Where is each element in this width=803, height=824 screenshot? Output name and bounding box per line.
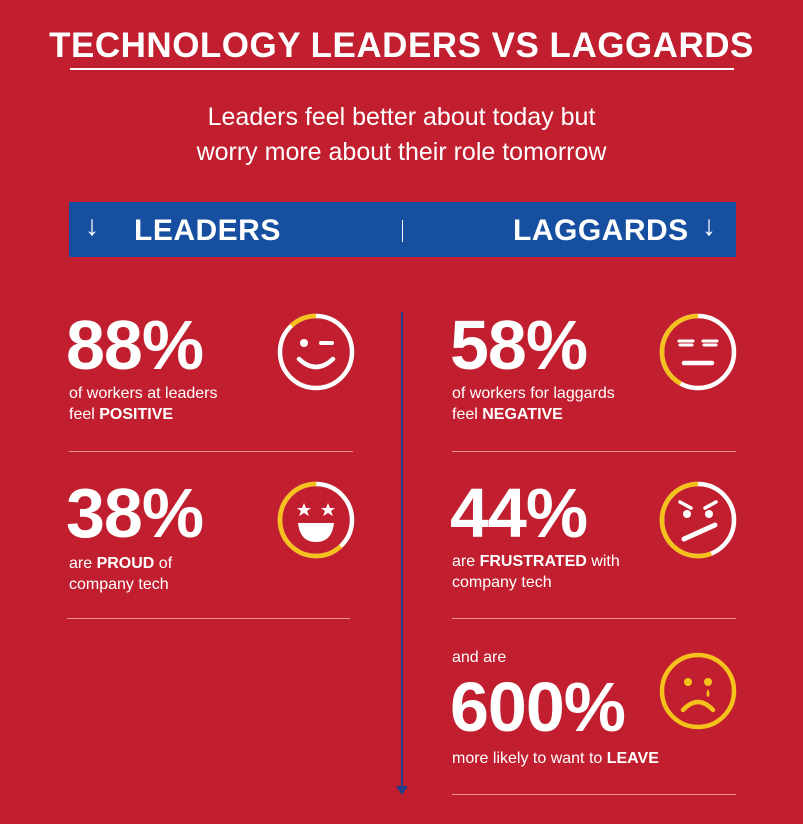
divider [69, 451, 353, 452]
subtitle-line-2: worry more about their role tomorrow [196, 138, 607, 166]
center-divider [401, 312, 403, 786]
stat-description: of workers at leaders feel POSITIVE [69, 383, 218, 425]
divider [452, 618, 736, 619]
stat-description: more likely to want to LEAVE [452, 748, 659, 769]
stat-description: are PROUD of company tech [69, 553, 172, 595]
stat-description-line: of workers for laggards [452, 385, 615, 402]
stat-description-line: company tech [452, 574, 552, 591]
stat-description-line: are FRUSTRATED with [452, 551, 620, 572]
stat-percent: 58% [450, 306, 588, 384]
progress-ring [659, 313, 737, 391]
emphasis: POSITIVE [99, 406, 174, 423]
stat-description: of workers for laggards feel NEGATIVE [452, 383, 615, 425]
text: feel [69, 406, 100, 423]
stat-description-line: are PROUD of [69, 553, 172, 574]
down-arrow-icon: ↓ [85, 210, 99, 241]
stat-description-line: feel POSITIVE [69, 404, 218, 425]
emphasis: PROUD [96, 555, 155, 572]
stat-percent: 44% [450, 474, 588, 552]
leaders-label: LEADERS [134, 214, 281, 247]
divider [452, 451, 736, 452]
laggards-label: LAGGARDS [513, 214, 689, 247]
crying-face-icon [659, 652, 737, 730]
emphasis: FRUSTRATED [479, 553, 587, 570]
stat-description-line: feel NEGATIVE [452, 404, 615, 425]
stat-percent: 88% [66, 306, 204, 384]
divider [452, 794, 736, 795]
star-eyes-face-icon [277, 481, 355, 559]
stat-description-line: company tech [69, 576, 169, 593]
subtitle-line-1: Leaders feel better about today but [207, 103, 596, 131]
annoyed-face-icon [659, 313, 737, 391]
winking-face-icon [277, 313, 355, 391]
angry-face-icon [659, 481, 737, 559]
comparison-header-bar: ↓ LEADERS LAGGARDS ↓ [69, 202, 736, 257]
text: feel [452, 406, 483, 423]
page-title: TECHNOLOGY LEADERS VS LAGGARDS [49, 26, 754, 65]
progress-ring [277, 313, 355, 391]
title-underline [70, 68, 734, 70]
text: of [154, 555, 173, 572]
center-divider-arrowhead [396, 786, 408, 795]
stat-description-line: more likely to want to LEAVE [452, 748, 659, 769]
emphasis: NEGATIVE [482, 406, 563, 423]
text: more likely to want to [452, 750, 607, 767]
emphasis: LEAVE [606, 750, 659, 767]
stat-description-line: of workers at leaders [69, 385, 218, 402]
subtitle: Leaders feel better about today but worr… [0, 100, 803, 170]
bar-divider [402, 220, 403, 242]
text: are [69, 555, 97, 572]
divider [67, 618, 350, 619]
text: with [586, 553, 620, 570]
progress-ring [659, 481, 737, 559]
stat-percent: 600% [450, 668, 626, 746]
stat-prefix: and are [452, 649, 507, 666]
progress-ring [277, 481, 355, 559]
stat-percent: 38% [66, 474, 204, 552]
down-arrow-icon: ↓ [702, 210, 716, 241]
stat-description: are FRUSTRATED with company tech [452, 551, 620, 593]
text: are [452, 553, 480, 570]
